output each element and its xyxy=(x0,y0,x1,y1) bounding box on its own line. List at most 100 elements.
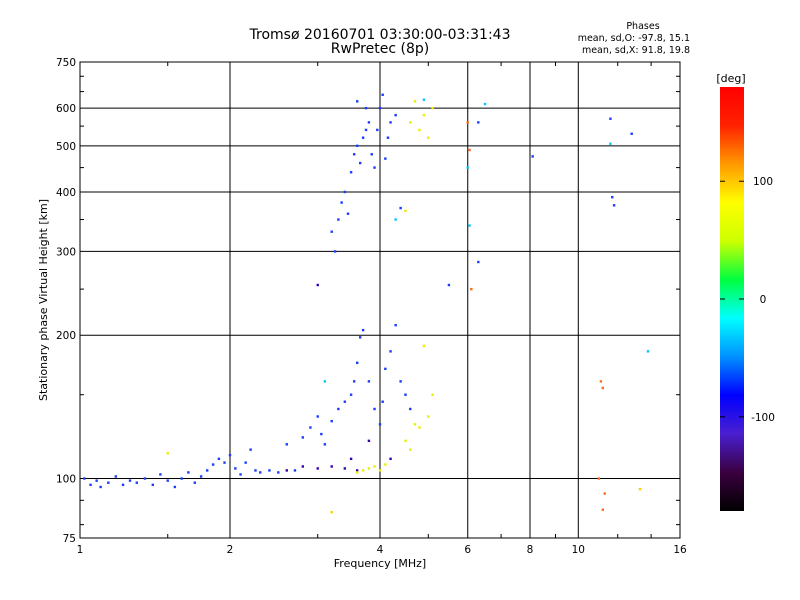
x-tick-label: 4 xyxy=(377,544,384,556)
data-point xyxy=(352,380,356,383)
data-point xyxy=(394,113,397,117)
data-point xyxy=(384,463,387,466)
data-point xyxy=(483,102,487,106)
y-tick-label: 750 xyxy=(56,57,76,69)
data-point xyxy=(349,171,353,174)
data-point xyxy=(409,121,412,124)
data-point xyxy=(466,166,469,169)
x-tick-label: 16 xyxy=(673,544,687,556)
data-point xyxy=(373,465,376,468)
data-point xyxy=(151,483,155,487)
data-point xyxy=(234,467,237,470)
data-point xyxy=(285,469,288,472)
colorbar-tick-label: 0 xyxy=(760,294,767,306)
data-point xyxy=(394,323,397,327)
data-point xyxy=(330,510,333,514)
data-point xyxy=(609,117,612,120)
x-tick-label: 6 xyxy=(464,544,471,556)
data-point xyxy=(223,461,226,464)
data-point xyxy=(128,479,132,482)
data-point xyxy=(114,475,118,478)
colorbar-tick-label: -100 xyxy=(751,412,775,424)
data-point xyxy=(211,463,215,466)
data-point xyxy=(159,473,162,476)
data-point xyxy=(199,475,203,478)
colorbar-tick-label: 100 xyxy=(753,176,773,188)
data-point xyxy=(646,350,650,353)
data-point xyxy=(422,98,426,101)
data-point xyxy=(367,467,371,470)
data-point xyxy=(389,457,392,461)
y-axis-label: Stationary phase Virtual Height [km] xyxy=(37,199,50,401)
data-point xyxy=(343,467,347,470)
data-point xyxy=(337,218,340,221)
data-point xyxy=(293,469,297,472)
data-point xyxy=(244,461,247,464)
data-point xyxy=(378,469,382,472)
data-point xyxy=(187,471,190,474)
data-point xyxy=(358,161,362,165)
data-point xyxy=(447,283,451,287)
data-point xyxy=(404,209,407,213)
colorbar-ticks: 100 0 -100 xyxy=(720,176,775,424)
data-point xyxy=(409,407,412,411)
data-point xyxy=(330,230,333,233)
data-point xyxy=(630,132,633,135)
data-point xyxy=(333,250,337,253)
data-point xyxy=(468,148,471,152)
data-point xyxy=(355,471,359,474)
data-point xyxy=(378,423,382,426)
data-point xyxy=(107,481,110,484)
data-point xyxy=(370,153,373,156)
data-point xyxy=(413,100,417,103)
x-axis-label: Frequency [MHz] xyxy=(334,557,426,570)
data-point xyxy=(349,457,353,461)
data-point xyxy=(399,380,402,383)
y-tick-label: 200 xyxy=(56,330,76,342)
data-point xyxy=(364,106,368,110)
data-point xyxy=(343,400,347,403)
data-point xyxy=(427,415,430,418)
data-point xyxy=(121,483,125,487)
data-point xyxy=(301,465,305,468)
data-point xyxy=(166,452,169,455)
data-point xyxy=(301,436,305,439)
y-tick-label: 100 xyxy=(56,474,76,486)
data-point xyxy=(320,432,323,436)
data-point xyxy=(337,407,340,411)
data-point xyxy=(477,121,480,124)
data-point xyxy=(89,483,92,487)
data-point xyxy=(389,121,392,124)
data-point xyxy=(83,477,86,480)
y-tick-label: 500 xyxy=(56,141,76,153)
data-point xyxy=(427,136,430,139)
data-point xyxy=(381,400,384,403)
chart-subtitle: RwPretec (8p) xyxy=(331,41,429,57)
axis-ticks: 75 100 200 300 400 500 600 750 1 2 4 6 8 10 16 xyxy=(56,57,687,556)
data-point xyxy=(418,426,421,429)
data-point xyxy=(418,128,421,132)
data-point xyxy=(431,106,434,110)
data-point xyxy=(384,367,387,371)
data-point xyxy=(601,386,605,390)
phase-info-title: Phases xyxy=(626,21,659,32)
data-point xyxy=(355,144,359,148)
y-tick-label: 600 xyxy=(56,103,76,115)
data-point xyxy=(376,128,379,132)
data-point xyxy=(361,136,365,139)
data-point xyxy=(386,136,390,139)
data-point xyxy=(330,419,333,423)
chart-title: Tromsø 20160701 03:30:00-03:31:43 xyxy=(249,27,511,43)
data-point xyxy=(254,469,257,472)
data-point xyxy=(409,448,412,451)
data-point xyxy=(422,344,426,348)
data-point xyxy=(603,492,606,495)
data-point xyxy=(358,336,362,339)
data-point xyxy=(217,457,221,461)
data-point xyxy=(612,204,616,207)
data-point xyxy=(466,121,469,124)
data-point xyxy=(285,443,288,446)
x-tick-label: 10 xyxy=(572,544,585,556)
data-point xyxy=(143,477,147,480)
